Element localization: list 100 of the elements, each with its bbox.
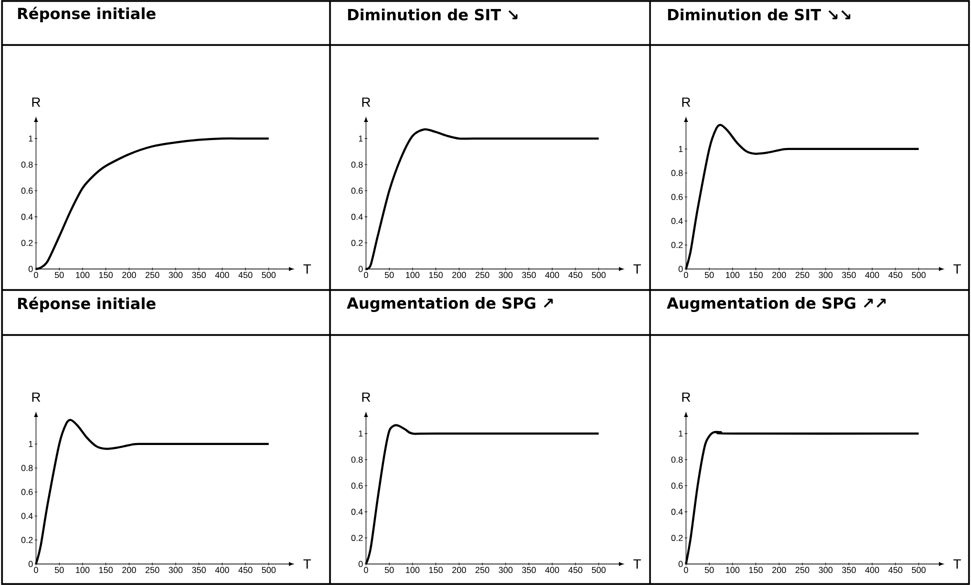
y-tick-label: 0.2 bbox=[351, 240, 363, 246]
x-tick-label: 400 bbox=[865, 272, 880, 278]
x-tick-label: 400 bbox=[215, 272, 230, 278]
x-tick-label: 350 bbox=[842, 272, 856, 278]
x-tick-label: 450 bbox=[238, 272, 252, 278]
x-tick-label: 50 bbox=[704, 272, 714, 278]
x-axis-title: T bbox=[633, 559, 641, 569]
x-tick-label: 450 bbox=[888, 566, 902, 574]
y-tick-label: 0.2 bbox=[351, 534, 363, 541]
y-tick-label: 0.6 bbox=[671, 194, 683, 200]
x-tick-label: 50 bbox=[704, 566, 714, 574]
y-tick-label: 1 bbox=[678, 430, 683, 437]
x-tick-label: 250 bbox=[146, 272, 160, 278]
x-tick-label: 150 bbox=[749, 272, 763, 278]
x-tick-label: 200 bbox=[772, 272, 786, 278]
y-tick-label: 0.8 bbox=[671, 170, 683, 176]
y-axis-title: R bbox=[362, 98, 370, 107]
y-tick-label: 1 bbox=[358, 430, 363, 437]
x-tick-label: 100 bbox=[76, 566, 90, 574]
x-tick-label: 350 bbox=[522, 272, 536, 278]
x-tick-label: 150 bbox=[99, 566, 113, 574]
x-tick-label: 300 bbox=[498, 566, 513, 574]
x-tick-label: 100 bbox=[726, 566, 740, 574]
x-tick-label: 0 bbox=[684, 272, 688, 278]
x-axis-title: T bbox=[953, 559, 961, 569]
x-tick-label: 350 bbox=[192, 566, 206, 574]
x-tick-label: 50 bbox=[384, 272, 394, 278]
y-tick-label: 0.2 bbox=[671, 242, 683, 248]
y-tick-label: 0.4 bbox=[21, 214, 33, 220]
x-tick-label: 300 bbox=[498, 272, 513, 278]
x-tick-label: 300 bbox=[168, 272, 183, 278]
x-axis-title: T bbox=[303, 264, 311, 274]
chart-title: Augmentation de SPG ↗↗ bbox=[666, 297, 886, 312]
x-tick-label: 150 bbox=[429, 566, 443, 574]
y-tick-label: 0.8 bbox=[351, 456, 363, 463]
x-tick-label: 350 bbox=[192, 272, 206, 278]
y-tick-label: 0.2 bbox=[671, 534, 683, 541]
y-tick-label: 0.8 bbox=[21, 162, 33, 168]
y-tick-label: 0 bbox=[28, 560, 33, 568]
y-tick-label: 0.4 bbox=[21, 512, 33, 520]
y-tick-label: 0 bbox=[28, 266, 33, 272]
y-tick-label: 0 bbox=[678, 560, 683, 568]
y-axis-title: R bbox=[682, 392, 690, 402]
y-tick-label: 0.6 bbox=[21, 188, 33, 194]
x-tick-label: 100 bbox=[406, 566, 420, 574]
y-tick-label: 1 bbox=[28, 441, 33, 447]
y-tick-label: 0 bbox=[358, 266, 363, 272]
x-tick-label: 50 bbox=[54, 566, 64, 574]
y-axis-title: R bbox=[682, 98, 690, 107]
x-tick-label: 500 bbox=[262, 566, 276, 574]
x-axis-title: T bbox=[953, 264, 961, 274]
x-tick-label: 400 bbox=[865, 566, 880, 574]
x-tick-label: 100 bbox=[76, 272, 90, 278]
x-tick-label: 300 bbox=[818, 272, 833, 278]
y-tick-label: 1 bbox=[28, 136, 33, 142]
y-axis-title: R bbox=[32, 98, 40, 107]
y-tick-label: 1 bbox=[358, 136, 363, 142]
x-tick-label: 300 bbox=[168, 566, 183, 574]
x-tick-label: 0 bbox=[364, 566, 368, 574]
y-tick-label: 0.6 bbox=[21, 488, 33, 496]
y-tick-label: 0.4 bbox=[671, 218, 683, 224]
x-tick-label: 300 bbox=[818, 566, 833, 574]
chart-title: Réponse initiale bbox=[18, 6, 156, 22]
y-tick-label: 0.6 bbox=[351, 188, 363, 194]
x-tick-label: 50 bbox=[384, 566, 394, 574]
x-axis-title: T bbox=[633, 264, 641, 274]
y-tick-label: 0.6 bbox=[351, 482, 363, 489]
x-tick-label: 400 bbox=[545, 272, 560, 278]
y-tick-label: 0.2 bbox=[21, 536, 33, 544]
chart-title: Augmentation de SPG ↗ bbox=[346, 297, 553, 312]
x-tick-label: 350 bbox=[522, 566, 536, 574]
chart-title: Diminution de SIT ↘ bbox=[348, 8, 518, 20]
x-tick-label: 500 bbox=[262, 272, 276, 278]
x-tick-label: 150 bbox=[749, 566, 763, 574]
y-tick-label: 0.6 bbox=[671, 482, 683, 489]
x-tick-label: 250 bbox=[146, 566, 160, 574]
x-tick-label: 100 bbox=[406, 272, 420, 278]
x-tick-label: 500 bbox=[592, 566, 606, 574]
y-axis-title: R bbox=[362, 392, 370, 402]
y-tick-label: 0 bbox=[358, 560, 363, 568]
x-tick-label: 150 bbox=[99, 272, 113, 278]
chart-title: Diminution de SIT ↘↘ bbox=[668, 8, 850, 20]
x-tick-label: 250 bbox=[796, 272, 810, 278]
x-tick-label: 200 bbox=[452, 566, 466, 574]
x-tick-label: 150 bbox=[429, 272, 443, 278]
x-tick-label: 200 bbox=[452, 272, 466, 278]
x-tick-label: 0 bbox=[34, 272, 38, 278]
x-tick-label: 500 bbox=[912, 566, 926, 574]
x-tick-label: 400 bbox=[545, 566, 560, 574]
y-tick-label: 0.8 bbox=[351, 162, 363, 168]
y-tick-label: 0.4 bbox=[351, 508, 363, 515]
x-tick-label: 100 bbox=[726, 272, 740, 278]
x-tick-label: 250 bbox=[476, 566, 490, 574]
x-tick-label: 200 bbox=[122, 566, 136, 574]
x-tick-label: 450 bbox=[568, 272, 582, 278]
x-tick-label: 250 bbox=[476, 272, 490, 278]
x-tick-label: 0 bbox=[34, 566, 38, 574]
x-tick-label: 500 bbox=[592, 272, 606, 278]
x-tick-label: 50 bbox=[54, 272, 64, 278]
x-tick-label: 450 bbox=[568, 566, 582, 574]
